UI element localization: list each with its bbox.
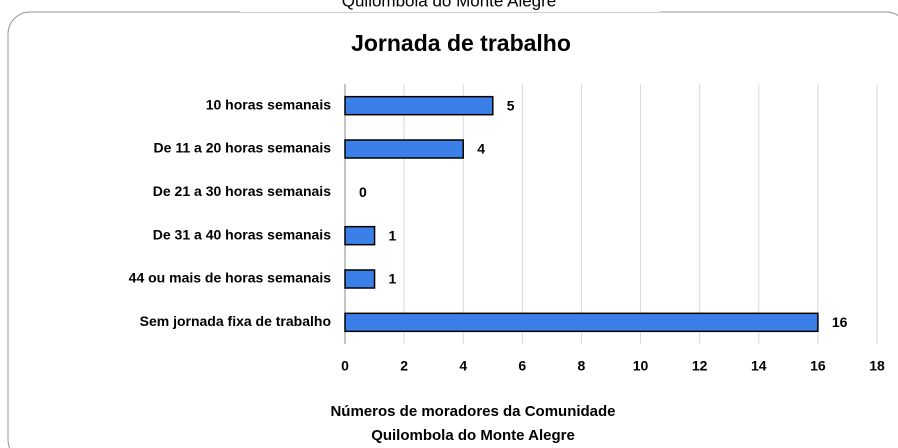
overline-bg <box>240 0 660 12</box>
value-label: 16 <box>832 314 848 330</box>
x-tick-label: 6 <box>518 358 526 374</box>
value-label: 5 <box>507 97 515 113</box>
y-tick-label: De 31 a 40 horas semanais <box>153 226 331 242</box>
x-tick-label: 18 <box>869 358 885 374</box>
bar <box>344 269 376 289</box>
overline: Quilombola do Monte Alegre <box>342 0 557 10</box>
x-axis-label: Quilombola do Monte Alegre <box>371 427 575 444</box>
chart-frame <box>7 11 898 448</box>
x-tick-label: 10 <box>633 358 649 374</box>
x-tick-label: 4 <box>459 358 467 374</box>
value-label: 0 <box>359 184 367 200</box>
y-tick-label: 44 ou mais de horas semanais <box>129 270 332 286</box>
y-tick-label: 10 horas semanais <box>206 96 332 112</box>
x-tick-label: 12 <box>692 358 708 374</box>
bar <box>344 312 819 333</box>
value-label: 1 <box>389 227 397 243</box>
x-tick-label: 8 <box>578 358 586 374</box>
bar <box>344 139 464 159</box>
y-tick-label: Sem jornada fixa de trabalho <box>140 313 331 329</box>
bar <box>344 95 494 116</box>
x-tick-label: 14 <box>751 358 767 374</box>
value-label: 1 <box>389 271 397 287</box>
bar <box>344 225 376 246</box>
y-tick-label: De 21 a 30 horas semanais <box>153 183 331 199</box>
y-tick-label: De 11 a 20 horas semanais <box>154 140 332 156</box>
x-tick-label: 16 <box>810 358 826 374</box>
x-axis-label: Números de moradores da Comunidade <box>330 403 615 420</box>
x-tick-label: 2 <box>400 358 408 374</box>
value-label: 4 <box>477 141 485 157</box>
chart-title: Jornada de trabalho <box>351 30 571 56</box>
x-tick-label: 0 <box>341 358 349 374</box>
